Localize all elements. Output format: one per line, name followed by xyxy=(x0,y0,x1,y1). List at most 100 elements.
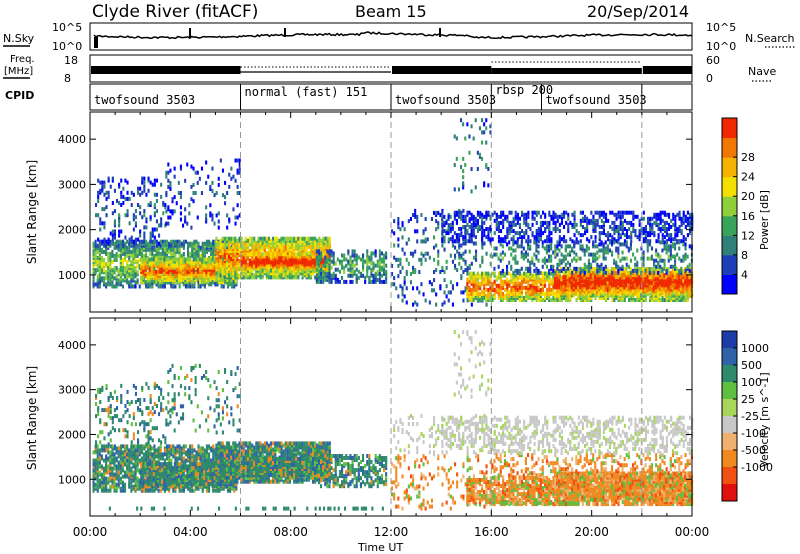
range-gate-cell xyxy=(178,269,181,274)
range-gate-cell xyxy=(493,281,496,286)
range-gate-cell xyxy=(215,267,218,272)
range-gate-cell xyxy=(165,193,168,198)
range-gate-cell xyxy=(105,245,108,250)
range-gate-cell xyxy=(516,275,519,280)
range-gate-cell xyxy=(374,249,377,254)
range-gate-cell xyxy=(689,231,692,236)
range-gate-cell xyxy=(255,256,258,261)
range-gate-cell xyxy=(126,180,129,185)
range-gate-cell xyxy=(674,233,677,238)
range-gate-cell xyxy=(128,196,131,201)
range-gate-cell xyxy=(286,236,289,241)
range-gate-cell xyxy=(137,186,140,191)
range-gate-cell xyxy=(527,271,530,276)
range-gate-cell xyxy=(495,225,498,229)
range-gate-cell xyxy=(324,252,327,257)
range-gate-cell xyxy=(201,245,204,250)
range-gate-cell xyxy=(479,263,482,268)
range-gate-cell xyxy=(594,210,597,215)
range-gate-cell xyxy=(223,242,226,247)
range-gate-cell xyxy=(508,279,511,284)
range-gate-cell xyxy=(588,218,591,223)
range-gate-cell xyxy=(174,239,177,244)
range-gate-cell xyxy=(168,241,171,246)
range-gate-cell xyxy=(199,259,202,264)
range-gate-cell xyxy=(508,298,511,302)
range-gate-cell xyxy=(495,275,498,280)
range-gate-cell xyxy=(481,241,484,246)
range-gate-cell xyxy=(170,251,173,256)
range-gate-cell xyxy=(412,251,415,256)
range-gate-cell xyxy=(338,269,341,274)
range-gate-cell xyxy=(531,231,534,236)
range-gate-cell xyxy=(668,227,671,231)
freq-unit: [MHz] xyxy=(4,66,33,77)
range-gate-cell xyxy=(550,231,553,236)
range-gate-cell xyxy=(571,212,574,217)
range-gate-cell xyxy=(508,271,511,276)
range-gate-cell xyxy=(101,188,104,193)
range-gate-cell xyxy=(615,229,618,233)
range-gate-cell xyxy=(147,203,150,207)
range-gate-cell xyxy=(105,284,108,289)
range-gate-cell xyxy=(143,209,146,214)
range-gate-cell xyxy=(678,212,681,217)
range-gate-cell xyxy=(293,269,296,274)
range-gate-cell xyxy=(424,298,427,303)
range-gate-cell xyxy=(157,249,160,254)
range-gate-cell xyxy=(97,199,100,203)
range-gate-cell xyxy=(548,212,551,217)
range-gate-cell xyxy=(682,239,685,244)
range-gate-cell xyxy=(242,255,245,260)
range-gate-cell xyxy=(435,292,438,297)
range-gate-cell xyxy=(628,298,631,302)
range-gate-cell xyxy=(276,254,279,259)
range-gate-cell xyxy=(602,231,605,236)
range-gate-cell xyxy=(391,272,394,276)
range-gate-cell xyxy=(470,287,473,292)
range-gate-cell xyxy=(186,257,189,262)
range-gate-cell xyxy=(265,267,268,272)
range-gate-cell xyxy=(439,284,442,289)
range-gate-cell xyxy=(230,166,233,171)
range-gate-cell xyxy=(359,271,362,276)
range-gate-cell xyxy=(550,237,553,242)
range-gate-cell xyxy=(418,290,421,295)
range-gate-cell xyxy=(592,214,595,219)
range-gate-cell xyxy=(134,280,137,285)
range-gate-cell xyxy=(462,257,465,262)
range-gate-cell xyxy=(460,233,463,238)
range-gate-cell xyxy=(192,267,195,272)
range-gate-cell xyxy=(504,235,507,240)
range-gate-cell xyxy=(126,262,129,267)
range-gate-cell xyxy=(242,252,245,257)
range-gate-cell xyxy=(190,197,193,202)
range-gate-cell xyxy=(491,212,494,217)
range-gate-cell xyxy=(214,239,217,244)
range-gate-cell xyxy=(571,239,574,244)
range-gate-cell xyxy=(537,227,540,231)
range-gate-cell xyxy=(276,252,279,257)
range-gate-cell xyxy=(328,275,331,280)
range-gate-cell xyxy=(228,244,231,249)
range-gate-cell xyxy=(103,243,106,248)
range-gate-cell xyxy=(280,252,283,257)
range-gate-cell xyxy=(525,294,528,298)
range-gate-cell xyxy=(305,252,308,257)
range-gate-cell xyxy=(145,225,148,230)
range-gate-cell xyxy=(454,253,457,258)
range-gate-cell xyxy=(107,237,110,242)
range-gate-cell xyxy=(487,271,490,276)
range-gate-cell xyxy=(491,281,494,286)
range-gate-cell xyxy=(451,220,454,225)
range-gate-cell xyxy=(351,253,354,258)
range-gate-cell xyxy=(546,294,549,298)
range-gate-cell xyxy=(189,284,192,289)
range-gate-cell xyxy=(150,263,153,268)
range-gate-cell xyxy=(126,196,129,201)
range-gate-cell xyxy=(602,229,605,233)
range-gate-cell xyxy=(596,222,599,227)
range-gate-cell xyxy=(188,269,191,274)
range-gate-cell xyxy=(385,263,388,268)
range-gate-cell xyxy=(628,235,631,240)
